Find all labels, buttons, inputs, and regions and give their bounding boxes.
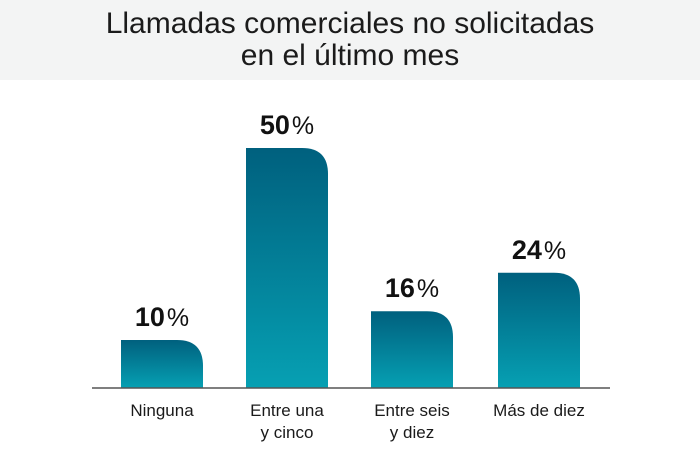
value-label-1: 50% <box>260 110 314 140</box>
bar-1 <box>246 148 328 388</box>
bar-3 <box>498 272 580 388</box>
title-line-2: en el último mes <box>240 39 460 72</box>
bar-0 <box>121 340 203 388</box>
value-label-0: 10% <box>135 302 189 332</box>
value-label-2: 16% <box>385 273 439 303</box>
category-label-3: Más de diez <box>493 401 585 420</box>
value-label-3: 24% <box>512 235 566 265</box>
title-line-1: Llamadas comerciales no solicitadas <box>105 7 595 40</box>
category-label-1: Entre una y cinco <box>250 401 324 442</box>
category-label-2: Entre seis y diez <box>374 401 450 442</box>
bar-2 <box>371 311 453 388</box>
title-band <box>0 0 700 80</box>
chart-title: Llamadas comerciales no solicitadas en e… <box>0 8 700 72</box>
category-label-0: Ninguna <box>130 401 194 420</box>
